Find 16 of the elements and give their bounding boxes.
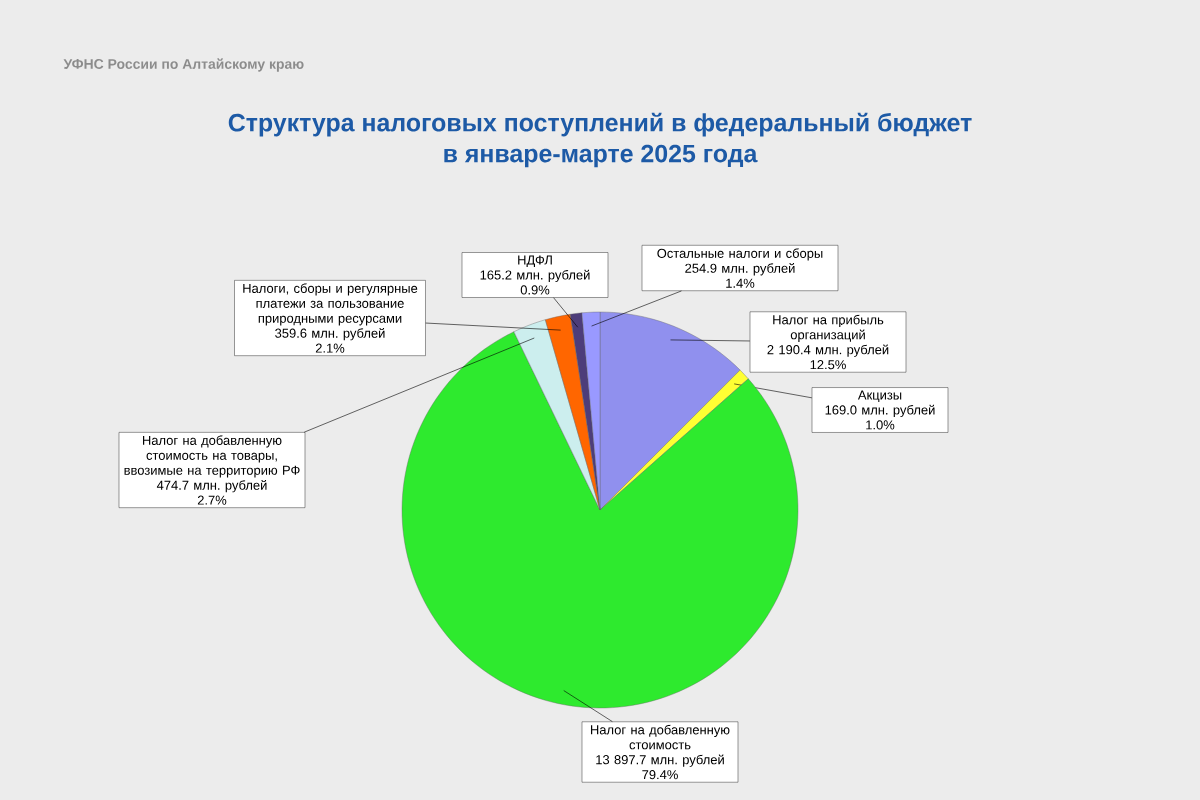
slice-label: НДФЛ <box>518 255 552 268</box>
data-label: 2 190.4 млн. рублей 12.5% <box>767 344 889 370</box>
slice-label: Налог на добавленную стоимость <box>591 724 730 750</box>
slice-label: Остальные налоги и сборы <box>657 248 823 261</box>
data-label: 359.6 млн. рублей 2.1% <box>275 328 385 353</box>
chart-title: Структура налоговых поступлений в федеральный бюджет в январе-марте 2025 года <box>228 112 972 168</box>
text: УФНС России по Алтайскому краю <box>63 58 304 72</box>
data-label: 254.9 млн. рублей 1.4% <box>685 263 795 288</box>
slice-label: Налог на прибыль организаций <box>773 314 884 342</box>
slice-label: Акцизы <box>857 390 902 403</box>
data-label: 13 897.7 млн. рублей 79.4% <box>596 754 724 780</box>
slice-label: Налоги, сборы и регулярные платежи за пользование природными ресурсами <box>243 283 418 326</box>
data-label: 165.2 млн. рублей 0.9% <box>480 269 590 295</box>
data-label: 169.0 млн. рублей 1.0% <box>825 404 935 430</box>
slice-label: Налог на добавленную стоимость на товары, ввозимые на территорию РФ <box>124 435 300 478</box>
data-label: 474.7 млн. рублей 2.7% <box>156 480 267 505</box>
